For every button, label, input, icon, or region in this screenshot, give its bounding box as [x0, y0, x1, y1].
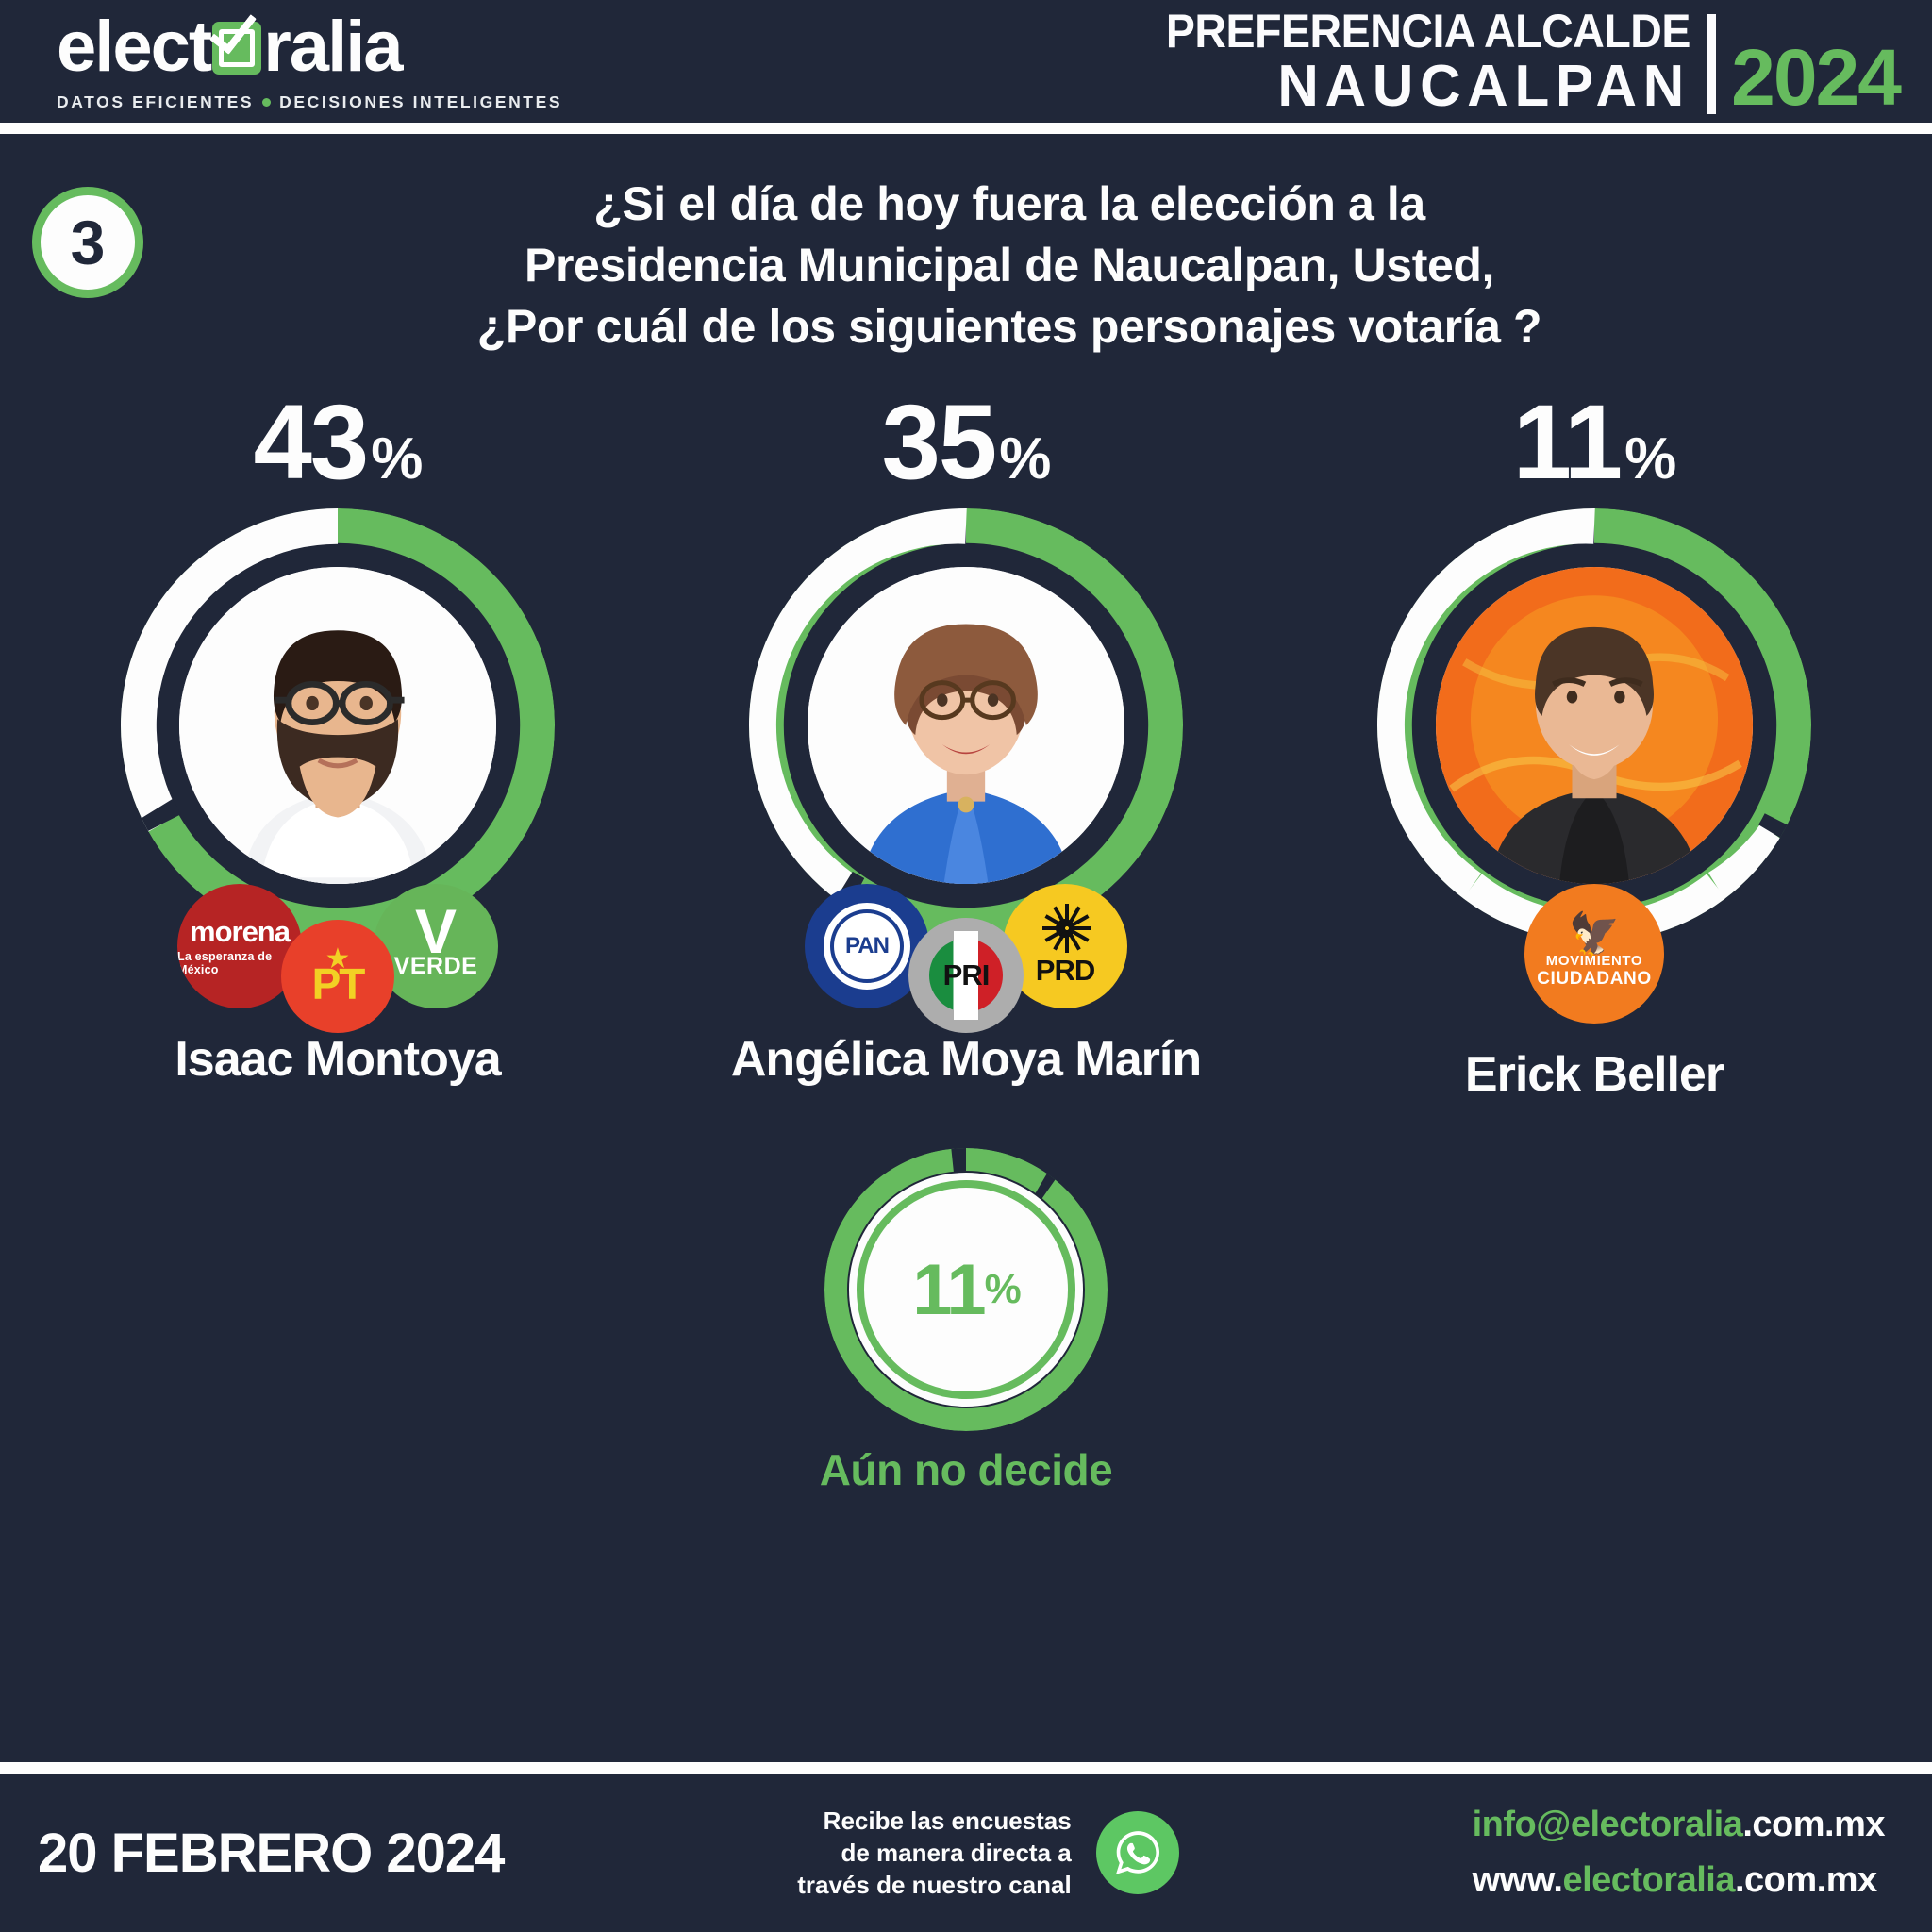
survey-date: 20 FEBRERO 2024 [38, 1822, 505, 1884]
question-bold-presidencia: Presidencia Municipal [525, 239, 1012, 291]
page-header: elect ralia DATOS EFICIENTES DECISIONES … [0, 0, 1932, 123]
party-verde-name: VERDE [393, 952, 478, 979]
candidate-parties: PAN PRI PRD [805, 884, 1127, 1033]
question-line-1: ¿Si el día de hoy fuera la elección a la [593, 177, 1425, 230]
contact-block: info@electoralia.com.mx www.electoralia.… [1472, 1797, 1886, 1908]
percent-symbol: % [371, 426, 423, 491]
party-logo-movimiento-ciudadano: 🦅 MOVIMIENTO CIUDADANO [1524, 884, 1664, 1024]
undecided-donut: 11% [824, 1148, 1108, 1431]
candidate-card: 35% [683, 390, 1249, 1103]
header-rule [0, 123, 1932, 134]
checkmark-icon [209, 3, 262, 75]
page-footer: 20 FEBRERO 2024 Recibe las encuestas de … [0, 1774, 1932, 1932]
email-user: info@ [1472, 1805, 1572, 1845]
party-morena-sub: La esperanza de México [177, 949, 273, 976]
sun-icon [1038, 904, 1092, 953]
candidate-parties: morena La esperanza de México ★ PT V VER… [177, 884, 498, 1033]
contact-website[interactable]: www.electoralia.com.mx [1473, 1853, 1885, 1908]
party-logo-pan: PAN [805, 884, 929, 1008]
percent-symbol: % [999, 426, 1051, 491]
tagline-left: DATOS EFICIENTES [57, 92, 255, 111]
party-logo-morena: morena La esperanza de México [177, 884, 302, 1008]
candidate-parties: 🦅 MOVIMIENTO CIUDADANO [1524, 884, 1664, 1024]
pri-white-band [954, 931, 978, 1020]
pri-flag-icon: PRI [929, 931, 1003, 1020]
whatsapp-icon[interactable] [1095, 1811, 1179, 1894]
candidate-percent: 43% [253, 383, 424, 501]
party-logo-verde: V VERDE [374, 884, 498, 1008]
candidate-name: Isaac Montoya [175, 1032, 501, 1087]
party-logo-pt: ★ PT [281, 920, 394, 1033]
logo-text-pre: elect [57, 6, 212, 87]
candidate-percent: 35% [881, 383, 1052, 501]
undecided-percent: 11% [824, 1148, 1108, 1431]
undecided-inner-ring [857, 1180, 1075, 1399]
promo-line-1: Recibe las encuestas [823, 1806, 1072, 1835]
undecided-percent-value: 11 [912, 1249, 986, 1330]
party-logo-pri: PRI [908, 918, 1024, 1033]
candidates-row: 43% [0, 358, 1932, 1103]
email-tld: .com.mx [1742, 1805, 1885, 1845]
whatsapp-promo: Recibe las encuestas de manera directa a… [797, 1805, 1179, 1902]
party-pt-name: PT [311, 958, 366, 1008]
question-text: ¿Si el día de hoy fuera la elección a la… [143, 174, 1875, 358]
candidate-name: Erick Beller [1464, 1047, 1724, 1102]
party-mc-line1: MOVIMIENTO [1545, 953, 1643, 970]
web-www: www. [1472, 1860, 1563, 1900]
candidate-card: 11% [1311, 390, 1877, 1103]
toucan-v-icon: V [414, 896, 458, 967]
candidate-photo [808, 567, 1124, 884]
candidate-photo [179, 567, 496, 884]
brand-logo: elect ralia DATOS EFICIENTES DECISIONES … [57, 3, 562, 112]
candidate-photo [1436, 567, 1753, 884]
undecided-percent-symbol: % [984, 1266, 1022, 1312]
header-divider [1707, 13, 1717, 114]
party-prd-name: PRD [1035, 954, 1095, 987]
logo-wordmark: elect ralia [57, 3, 404, 87]
candidate-donut [749, 508, 1183, 942]
candidate-donut [121, 508, 555, 942]
question-section: 3 ¿Si el día de hoy fuera la elección a … [0, 134, 1932, 358]
question-line2-end: , Usted, [1326, 239, 1495, 291]
contact-email[interactable]: info@electoralia.com.mx [1472, 1797, 1886, 1853]
question-number-badge: 3 [32, 187, 143, 298]
promo-text: Recibe las encuestas de manera directa a… [797, 1805, 1071, 1902]
undecided-section: 11% Aún no decide [0, 1148, 1932, 1495]
question-line-3: ¿Por cuál de los siguientes personajes v… [476, 300, 1542, 353]
party-logo-prd: PRD [1003, 884, 1127, 1008]
eagle-icon: 🦅 [1568, 910, 1621, 958]
candidate-card: 43% [55, 390, 621, 1103]
promo-line-2: de manera directa a [841, 1838, 1072, 1867]
party-pri-name: PRI [942, 958, 991, 991]
header-line-1: PREFERENCIA ALCALDE [1166, 4, 1691, 58]
promo-line-3: través de nuestro canal [797, 1871, 1072, 1900]
question-line2-mid: de [1011, 239, 1092, 291]
percent-value: 35 [881, 383, 998, 501]
email-brand: electoralia [1570, 1805, 1743, 1845]
candidate-name: Angélica Moya Marín [730, 1032, 1202, 1087]
header-year: 2024 [1731, 32, 1902, 122]
candidate-percent: 11% [1512, 383, 1677, 501]
tagline-right: DECISIONES INTELIGENTES [279, 92, 563, 111]
header-title-block: PREFERENCIA ALCALDE NAUCALPAN 2024 [1126, 4, 1902, 122]
web-brand: electoralia [1562, 1860, 1735, 1900]
footer-rule [0, 1762, 1932, 1774]
percent-symbol: % [1624, 426, 1676, 491]
logo-text-post: ralia [263, 6, 403, 87]
candidate-donut [1377, 508, 1811, 942]
party-mc-line2: CIUDADANO [1537, 969, 1652, 990]
bullet-dot-icon [262, 97, 272, 107]
web-tld: .com.mx [1734, 1860, 1877, 1900]
undecided-donut-arc [824, 1148, 1108, 1431]
percent-value: 43 [253, 383, 370, 501]
party-pan-name: PAN [834, 913, 900, 979]
undecided-label: Aún no decide [819, 1445, 1113, 1494]
header-line-2: NAUCALPAN [1277, 53, 1691, 119]
party-morena-name: morena [190, 914, 291, 948]
question-bold-naucalpan: Naucalpan [1091, 239, 1327, 291]
percent-value: 11 [1512, 383, 1623, 501]
star-icon: ★ [325, 942, 351, 974]
pan-ring-icon: PAN [824, 903, 910, 990]
brand-tagline: DATOS EFICIENTES DECISIONES INTELIGENTES [57, 92, 562, 112]
